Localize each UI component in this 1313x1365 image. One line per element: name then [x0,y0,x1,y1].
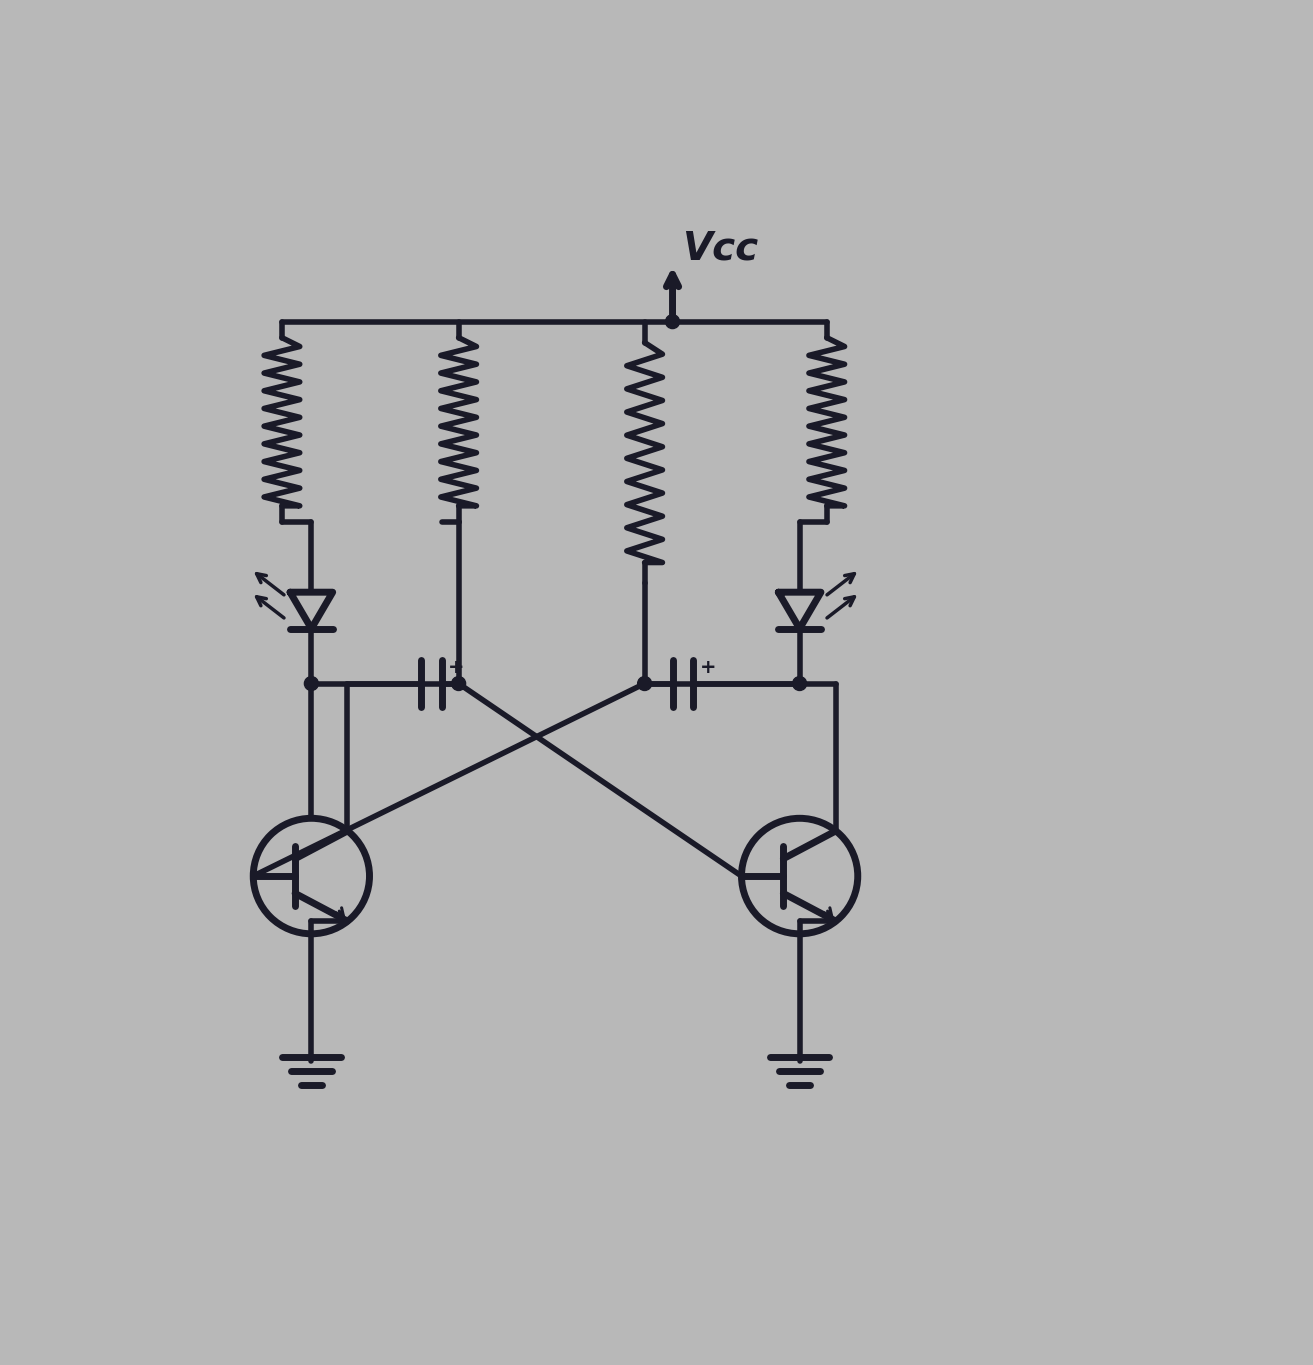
Circle shape [638,677,651,691]
Circle shape [666,315,680,329]
Circle shape [793,677,806,691]
Circle shape [452,677,466,691]
Text: +: + [700,658,716,677]
Text: Vcc: Vcc [681,229,758,268]
Text: +: + [448,658,465,677]
Circle shape [305,677,318,691]
